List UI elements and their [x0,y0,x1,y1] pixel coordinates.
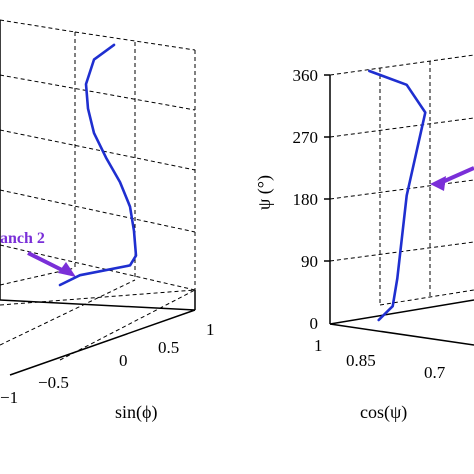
right-grid-line [329,179,474,200]
left-grid-line [0,129,196,171]
cos-tick-label: 0.7 [424,363,446,382]
sin-tick-label: 0.5 [158,338,179,357]
annotation-arrow-shaft [27,251,67,274]
right-x-axis-label: cos(ψ) [360,402,407,423]
sin-tick-label: 0 [119,351,128,370]
right-annotation-arrow-shaft [439,166,474,185]
annotation-arrow-head [58,262,76,277]
sin-tick-label: −0.5 [38,373,69,392]
cos-tick-label: 0.85 [346,351,376,370]
right-y-axis-label: ψ (°) [254,175,275,210]
left-grid-line [0,289,196,306]
left-grid-line [0,279,136,346]
left-grid-line [59,289,196,361]
right-axis-frame [329,299,474,325]
right-trajectory-line [368,69,427,322]
left-grid-line [0,189,196,233]
psi-tick-label: 90 [301,252,318,271]
left-grid-line [74,31,196,51]
sin-tick-label: 1 [206,320,215,339]
left-panel: −1 −0.5 0 0.5 1 sin(ϕ) anch 2 [0,19,215,423]
left-sin-axis [9,309,196,376]
psi-tick-label: 0 [310,314,319,333]
left-grid-line [0,74,196,111]
left-grid-line [0,244,196,291]
branch-annotation: anch 2 [0,230,45,247]
right-panel: 360 270 180 90 0 1 0.85 0.7 ψ (°) cos(ψ) [254,54,474,423]
right-grid-line [379,289,474,306]
psi-tick-label: 360 [293,66,319,85]
right-grid-line [329,241,474,262]
right-cos-axis [329,323,474,346]
left-x-axis-label: sin(ϕ) [115,402,157,423]
sin-tick-label: −1 [0,388,18,407]
left-trajectory-line [58,43,138,287]
right-annotation-arrow-head [430,176,446,191]
psi-tick-label: 180 [293,190,319,209]
psi-tick-label: 270 [293,128,319,147]
right-grid-line [329,117,474,138]
cos-tick-label: 1 [314,336,323,355]
left-axis-frame [0,299,196,311]
right-grid-line [329,54,474,76]
left-grid-line [0,19,76,33]
